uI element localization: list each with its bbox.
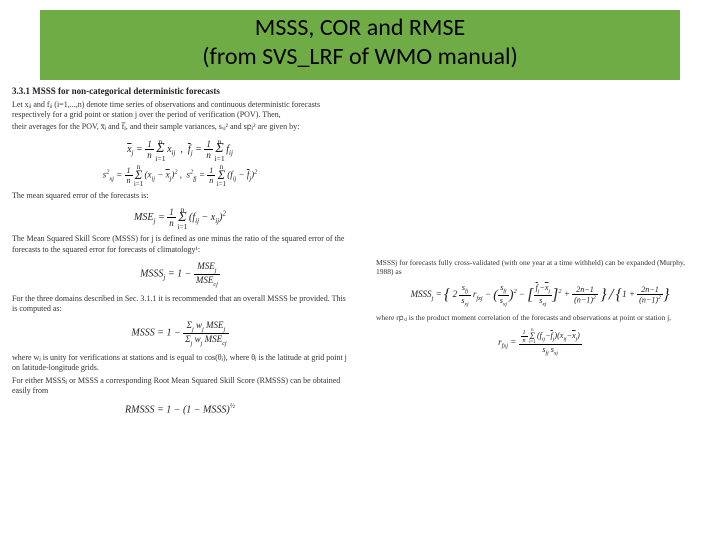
equation-mse: MSEj = 1n Σni=1 (fij − xij)2 [0,207,360,228]
para-cv-expand: MSSSj for forecasts fully cross-validate… [376,258,704,278]
para-rmsss: For either MSSSⱼ or MSSS a corresponding… [12,376,348,397]
right-column: MSSSj for forecasts fully cross-validate… [370,256,710,363]
equation-correlation: rfxj = 1n Σni=1 (fij−fj)(xij−xj) sfj sxj [370,329,710,357]
para-weights: where wⱼ is unity for verifications at s… [12,353,348,374]
para-overall-msss: For the three domains described in Sec. … [12,294,348,315]
section-heading: 3.3.1 MSSS for non-categorical determini… [12,86,360,96]
para-msss-def: The Mean Squared Skill Score (MSSS) for … [12,234,348,255]
para-mse: The mean squared error of the forecasts … [12,191,348,201]
equation-variances: s2xj = 1n Σni=1 (xij − xj)2 , s2fj = 1n … [0,166,360,185]
content-area: 3.3.1 MSSS for non-categorical determini… [0,86,720,416]
para-intro-2: their averages for the POV, x̅ⱼ and f̅ⱼ,… [12,122,348,132]
equation-msss: MSSS = 1 − Σj wj MSEj Σj wj MSEcj [0,320,360,347]
para-intro-1: Let xᵢⱼ and fᵢⱼ (i=1,...,n) denote time … [12,100,348,121]
para-corr-def: where rբₓⱼ is the product moment correla… [376,313,704,323]
equation-rmsss: RMSSS = 1 − (1 − MSSS)½ [0,402,360,415]
equation-means: xj = 1n Σni=1 xij , fj = 1n Σni=1 fij [0,139,360,160]
equation-msss-j: MSSSj = 1 − MSEjMSEcj [0,261,360,288]
title-line-1: MSSS, COR and RMSE [40,14,680,43]
title-line-2: (from SVS_LRF of WMO manual) [40,43,680,72]
left-column: 3.3.1 MSSS for non-categorical determini… [0,86,360,416]
equation-msss-expanded: MSSSj = { 2 sfjsxj rfxj − (sfjsxj)2 − [f… [370,283,710,307]
title-bar: MSSS, COR and RMSE (from SVS_LRF of WMO … [40,10,680,80]
